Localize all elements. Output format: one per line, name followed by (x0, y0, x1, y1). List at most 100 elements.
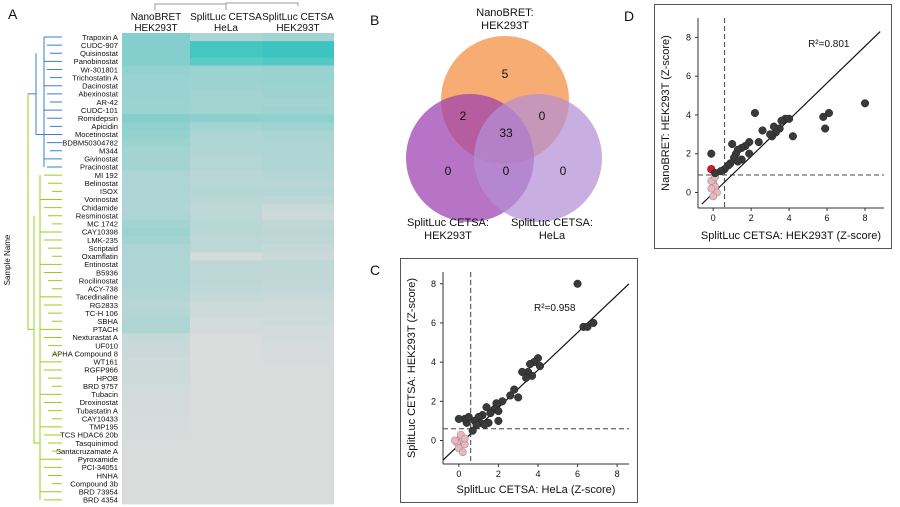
data-point (745, 149, 754, 158)
heatmap-cell (190, 390, 262, 399)
heatmap-cell (262, 33, 334, 42)
heatmap-cell (190, 97, 262, 107)
heatmap-cell (262, 495, 334, 505)
heatmap-cell (190, 439, 262, 448)
y-tick-label: 8 (686, 32, 691, 42)
heatmap-cell (262, 203, 334, 213)
row-label: PCI-34051 (82, 463, 118, 472)
heatmap-cell (262, 382, 334, 391)
heatmap-cell (122, 422, 190, 432)
x-tick-label: 4 (787, 213, 792, 223)
heatmap-cell (190, 41, 262, 50)
row-label: Dacinostat (82, 82, 119, 91)
data-point (494, 407, 503, 416)
venn-region-count: 0 (503, 164, 510, 178)
heatmap-cell (262, 130, 334, 139)
row-label: BRD 9757 (83, 382, 118, 391)
venn-region-count: 0 (560, 164, 567, 178)
data-point (733, 157, 742, 166)
row-label: Scriptaid (88, 244, 118, 253)
heatmap-cell (262, 365, 334, 375)
heatmap-cell (122, 130, 190, 139)
heatmap-cell (122, 114, 190, 123)
y-axis-label: Sample Name (3, 234, 12, 285)
heatmap-cell (262, 236, 334, 245)
heatmap-cell (122, 244, 190, 253)
heatmap-cell (190, 406, 262, 416)
heatmap-cell (122, 122, 190, 131)
data-point (766, 130, 775, 139)
heatmap-cell (262, 227, 334, 237)
data-point (707, 149, 716, 158)
heatmap-cell (122, 33, 190, 42)
heatmap-cell (190, 300, 262, 310)
row-label: Tacedinaline (76, 293, 118, 302)
heatmap-cell (122, 357, 190, 367)
heatmap-cell (190, 374, 262, 383)
row-label: LMK-235 (87, 236, 118, 245)
heatmap-cell (262, 309, 334, 318)
venn-set-label: NanoBRET: (476, 7, 533, 19)
reference-point (709, 192, 718, 201)
data-point (486, 409, 495, 418)
heatmap-cell (122, 325, 190, 334)
heatmap-cell (262, 414, 334, 424)
row-label: TC-H 106 (85, 309, 118, 318)
x-axis-label: SplitLuc CETSA: HEK293T (Z-score) (701, 230, 881, 242)
row-label: Wr-301801 (81, 65, 118, 74)
column-header: HEK293T (134, 23, 177, 34)
heatmap-cell (190, 171, 262, 180)
data-point (506, 391, 515, 400)
column-dendrogram (154, 2, 299, 10)
row-label: Droxinostat (80, 398, 119, 407)
heatmap-cell (122, 374, 190, 383)
heatmap-cell (262, 122, 334, 131)
dendrogram-blue (28, 36, 62, 168)
row-label: RGFP966 (84, 366, 118, 375)
heatmap-cell (190, 325, 262, 334)
heatmap-cell (262, 41, 334, 50)
heatmap-cell (262, 81, 334, 91)
heatmap-cell (190, 203, 262, 213)
heatmap-cell (262, 284, 334, 294)
data-point (728, 139, 737, 149)
data-point (819, 112, 828, 121)
heatmap-cell (190, 382, 262, 391)
x-tick-label: 0 (711, 213, 716, 223)
row-label: UF010 (95, 341, 118, 350)
heatmap-cell (190, 130, 262, 139)
heatmap-cell (122, 57, 190, 66)
venn-set-label: HEK293T (424, 230, 472, 242)
heatmap-cell (190, 357, 262, 367)
heatmap-cell (122, 97, 190, 107)
row-label: HPOB (96, 374, 118, 383)
heatmap-cell (122, 195, 190, 204)
heatmap-cell (190, 292, 262, 302)
heatmap-cell (190, 341, 262, 351)
heatmap-cell (262, 252, 334, 261)
heatmap-cell (122, 219, 190, 229)
heatmap-cell (122, 455, 190, 464)
y-tick-label: 2 (431, 396, 436, 406)
reference-point (460, 434, 469, 443)
data-point (472, 420, 481, 429)
heatmap-cell (122, 138, 190, 148)
r-squared-label: R²=0.958 (534, 303, 576, 314)
row-label: AR-42 (96, 98, 118, 107)
row-label: Vorinostat (84, 195, 119, 204)
row-label: Rocilinostat (79, 276, 119, 285)
heatmap-cell (122, 49, 190, 58)
heatmap-cell (262, 73, 334, 83)
heatmap-cell (190, 349, 262, 359)
heatmap-cell (262, 244, 334, 253)
x-axis-label: SplitLuc CETSA: HeLa (Z-score) (457, 484, 616, 496)
x-tick-label: 6 (575, 469, 580, 479)
row-label: Nexturastat A (72, 333, 119, 342)
r-squared-label: R²=0.801 (808, 39, 850, 50)
heatmap-cell (190, 162, 262, 172)
heatmap-cell (190, 154, 262, 164)
row-label: CUDC-101 (81, 106, 118, 115)
heatmap-cell (122, 495, 190, 505)
heatmap-cell (190, 187, 262, 196)
